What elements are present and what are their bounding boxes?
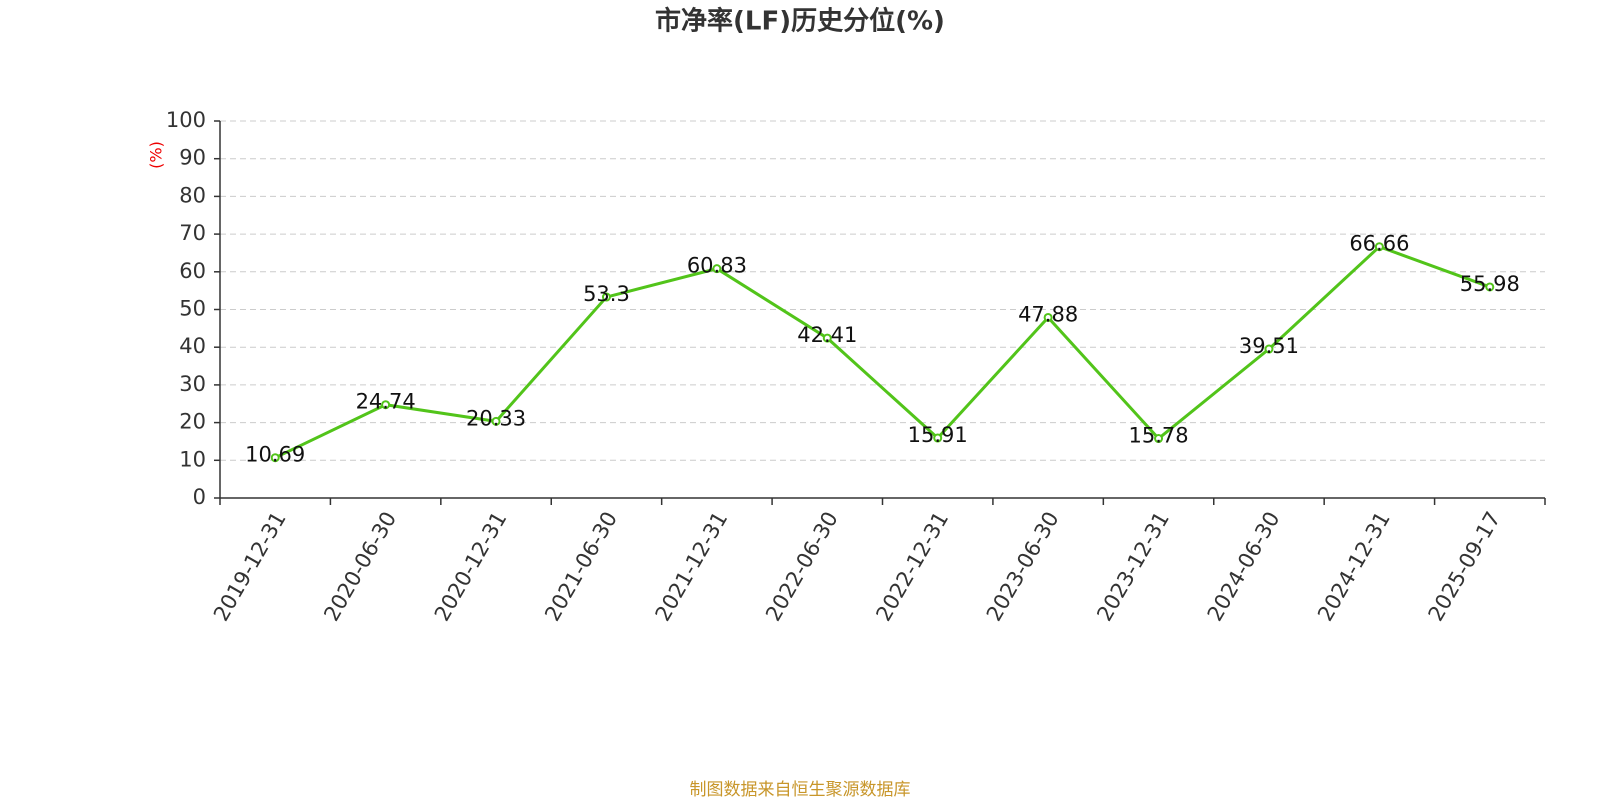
point <box>1264 344 1274 354</box>
y-tick-label: 80 <box>179 183 206 207</box>
point <box>822 333 832 343</box>
y-tick-label: 100 <box>166 108 206 132</box>
point <box>491 416 501 426</box>
chart-title: 市净率(LF)历史分位(%) <box>655 6 945 37</box>
point <box>933 433 943 443</box>
y-tick-label: 0 <box>193 485 206 509</box>
x-tick-label: 2021-12-31 <box>651 508 733 626</box>
y-tick-label: 10 <box>179 447 206 471</box>
data-label: 10.69 <box>245 443 305 467</box>
x-tick-label: 2023-06-30 <box>982 508 1064 626</box>
point <box>1154 434 1164 444</box>
x-tick-label: 2022-06-30 <box>761 508 843 626</box>
source-note: 制图数据来自恒生聚源数据库 <box>690 780 911 800</box>
x-tick-label: 2023-12-31 <box>1092 508 1174 626</box>
x-tick-label: 2019-12-31 <box>209 508 291 626</box>
y-tick-label: 70 <box>179 221 206 245</box>
point <box>712 264 722 274</box>
y-tick-label: 60 <box>179 259 206 283</box>
point <box>1043 312 1053 322</box>
data-label: 53.3 <box>583 282 630 306</box>
line <box>274 244 1491 460</box>
y-tick-label: 90 <box>179 146 206 170</box>
x-tick-label: 2025-09-17 <box>1424 508 1506 626</box>
x-tick-label: 2024-06-30 <box>1203 508 1285 626</box>
data-label: 15.91 <box>908 423 968 447</box>
point <box>270 453 280 463</box>
data-label: 55.98 <box>1460 272 1520 296</box>
x-tick-label: 2024-12-31 <box>1313 508 1395 626</box>
data-label: 66.66 <box>1349 232 1409 256</box>
x-tick-label: 2020-12-31 <box>430 508 512 626</box>
data-label: 15.78 <box>1128 424 1188 448</box>
data-label: 24.74 <box>356 390 416 414</box>
data-label: 42.41 <box>797 323 857 347</box>
x-tick-label: 2021-06-30 <box>540 508 622 626</box>
point <box>381 400 391 410</box>
data-label: 39.51 <box>1239 334 1299 358</box>
data-label: 20.33 <box>466 406 526 430</box>
y-axis-label: (%) <box>147 141 166 169</box>
y-tick-label: 30 <box>179 372 206 396</box>
data-label: 47.88 <box>1018 302 1078 326</box>
y-tick-label: 50 <box>179 297 206 321</box>
y-tick-label: 40 <box>179 334 206 358</box>
point <box>1485 282 1495 292</box>
x-tick-label: 2022-12-31 <box>871 508 953 626</box>
x-tick-label: 2020-06-30 <box>319 508 401 626</box>
data-label: 60.83 <box>687 254 747 278</box>
y-tick-label: 20 <box>179 410 206 434</box>
point <box>601 292 611 302</box>
point <box>1374 242 1384 252</box>
